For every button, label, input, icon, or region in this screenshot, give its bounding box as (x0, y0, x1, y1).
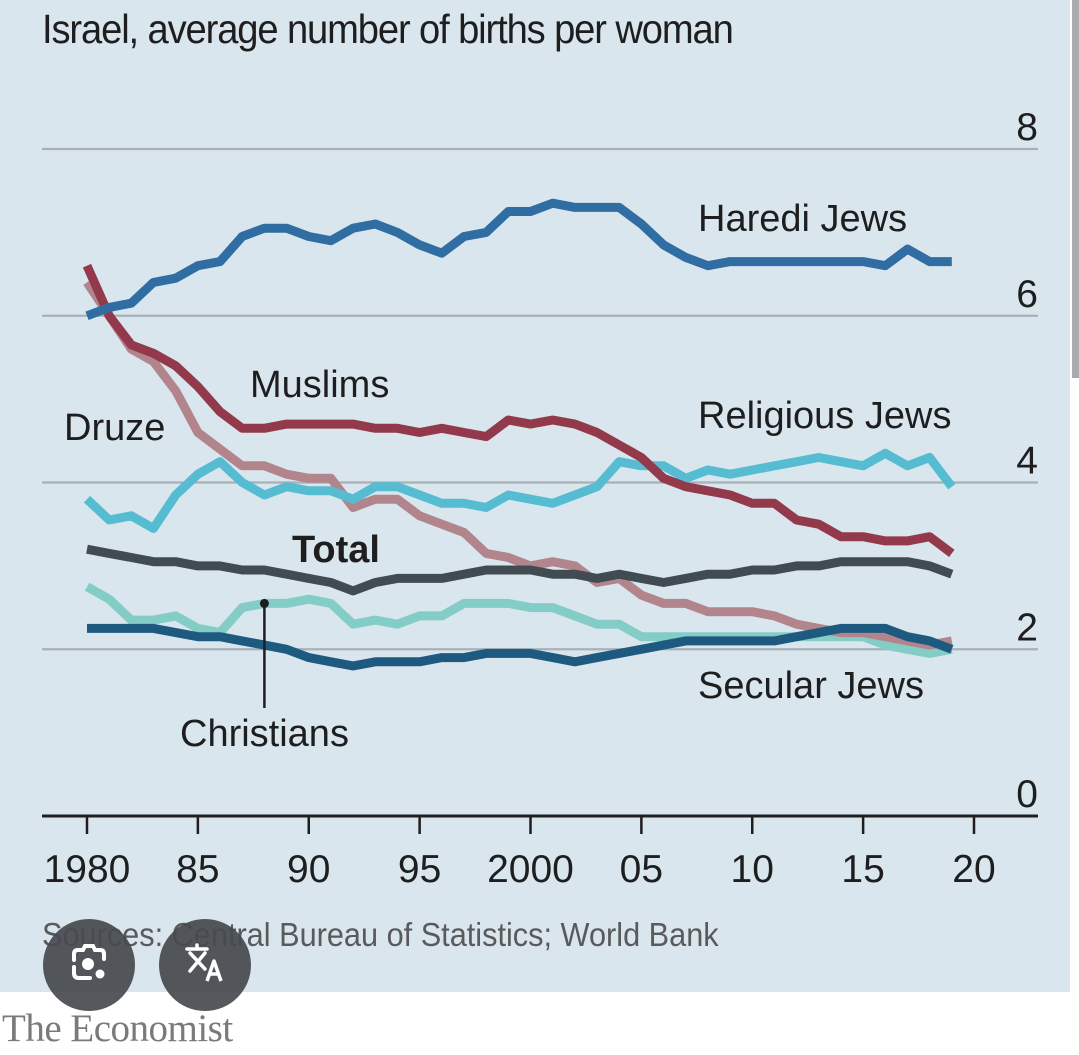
gridlines (42, 147, 1038, 651)
x-tick-label-1990: 90 (287, 848, 330, 891)
translate-button[interactable] (159, 919, 251, 1011)
x-tick-label-2015: 15 (841, 848, 884, 891)
scrollbar[interactable] (1072, 0, 1079, 378)
series-line-druze (83, 279, 953, 650)
lens-button[interactable] (43, 919, 135, 1011)
x-tick-label-1980: 1980 (44, 848, 131, 891)
series-label-christians: Christians (180, 713, 349, 755)
y-tick-label-8: 8 (1016, 106, 1038, 149)
x-axis (42, 814, 1038, 834)
series-label-total: Total (292, 529, 380, 571)
source-note: Sources: Central Bureau of Statistics; W… (42, 916, 719, 953)
x-tick-label-2010: 10 (731, 848, 774, 891)
translate-icon (181, 939, 229, 991)
series-line-total (86, 544, 954, 596)
series-line-christians (84, 582, 953, 658)
y-tick-label-6: 6 (1016, 273, 1038, 316)
y-tick-label-0: 0 (1016, 773, 1038, 816)
series-line-haredi-jews (85, 198, 952, 321)
x-tick-labels: 1980 85 90 95 2000 05 10 15 20 (44, 848, 996, 891)
series-label-religious-jews: Religious Jews (698, 395, 951, 437)
series-label-haredi-jews: Haredi Jews (698, 198, 907, 240)
series-line-muslims (82, 263, 955, 557)
series-label-muslims: Muslims (250, 364, 389, 406)
y-tick-label-4: 4 (1016, 440, 1038, 483)
series-line-religious-jews (83, 448, 956, 533)
camera-lens-icon (66, 940, 112, 990)
series-lines (82, 198, 956, 671)
brand-logo: The Economist (2, 1007, 233, 1050)
x-tick-label-2020: 20 (952, 848, 995, 891)
x-tick-label-1995: 95 (398, 848, 441, 891)
y-tick-labels: 0 2 4 6 8 (1016, 106, 1038, 816)
series-label-druze: Druze (64, 407, 165, 449)
y-tick-label-2: 2 (1016, 606, 1038, 649)
series-label-secular-jews: Secular Jews (698, 665, 924, 707)
x-tick-label-1985: 85 (176, 848, 219, 891)
christians-pointer-dot (259, 598, 269, 608)
x-tick-label-2005: 05 (620, 848, 663, 891)
x-tick-label-2000: 2000 (487, 848, 574, 891)
series-line-secular-jews (87, 623, 954, 671)
series-labels: Haredi Jews Muslims Druze Religious Jews Tot… (64, 198, 951, 755)
line-chart: 0 2 4 6 8 1980 85 90 95 2000 05 10 15 20 Haredi Jews… (42, 106, 1038, 891)
chart-title: Israel, average number of births per wom… (42, 6, 734, 52)
